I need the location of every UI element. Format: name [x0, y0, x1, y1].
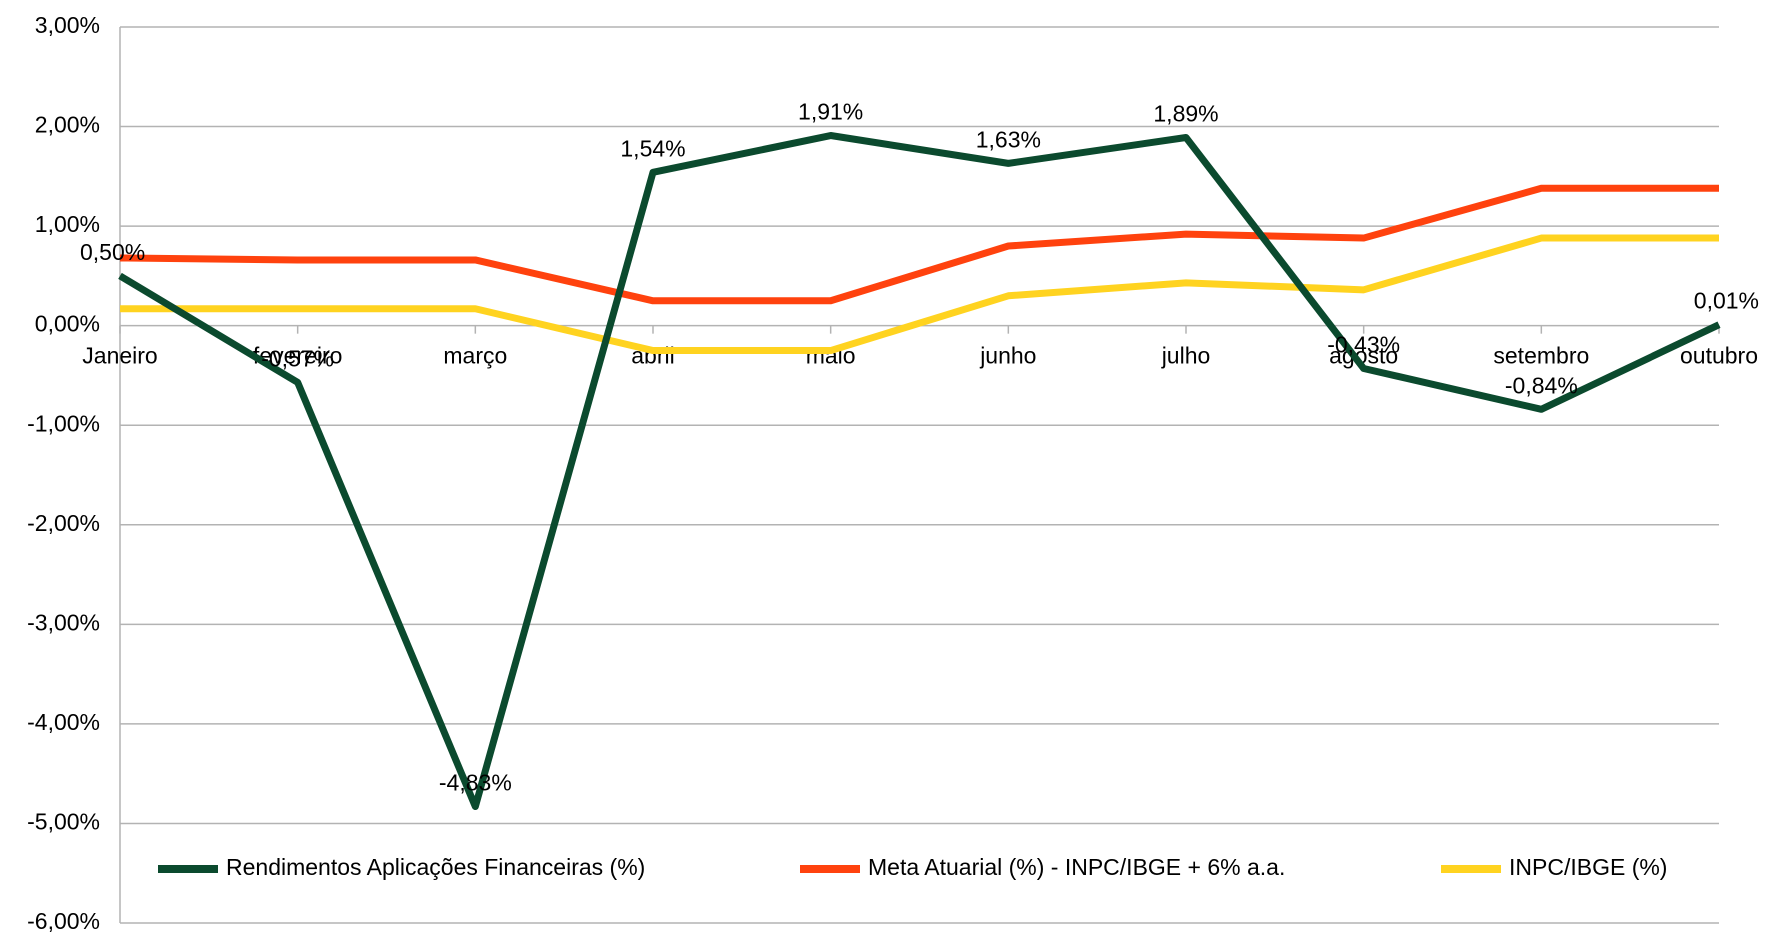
series-line [119, 184, 1719, 305]
series-line [120, 234, 1719, 355]
legend-label: Meta Atuarial (%) - INPC/IBGE + 6% a.a. [868, 854, 1285, 880]
x-tick-label: julho [1161, 343, 1211, 369]
data-label: 1,54% [620, 135, 685, 161]
data-label: -0,57% [261, 345, 334, 371]
data-label: 1,63% [976, 126, 1041, 152]
x-tick-label: outubro [1680, 343, 1758, 369]
x-tick-label: Janeiro [82, 343, 157, 369]
y-tick-label: 0,00% [35, 311, 100, 337]
y-tick-label: -6,00% [27, 908, 100, 934]
y-tick-label: -1,00% [27, 410, 100, 436]
legend-label: Rendimentos Aplicações Financeiras (%) [226, 854, 645, 880]
y-tick-label: -5,00% [27, 809, 100, 835]
data-label: 0,50% [80, 239, 145, 265]
y-tick-label: 3,00% [35, 12, 100, 38]
x-tick-label: junho [979, 343, 1036, 369]
series-line [118, 132, 1721, 811]
x-tick-label: março [443, 343, 507, 369]
data-label: -0,43% [1327, 332, 1400, 358]
data-label: 1,91% [798, 99, 863, 125]
y-tick-label: -3,00% [27, 609, 100, 635]
data-label: 0,01% [1694, 288, 1759, 314]
y-tick-label: 2,00% [35, 112, 100, 138]
legend-label: INPC/IBGE (%) [1509, 854, 1667, 880]
data-label: -4,83% [439, 770, 512, 796]
y-tick-label: -2,00% [27, 510, 100, 536]
x-tick-label: setembro [1493, 343, 1589, 369]
data-label: 1,89% [1153, 101, 1218, 127]
data-label: -0,84% [1505, 372, 1578, 398]
y-tick-label: -4,00% [27, 709, 100, 735]
y-tick-label: 1,00% [35, 211, 100, 237]
